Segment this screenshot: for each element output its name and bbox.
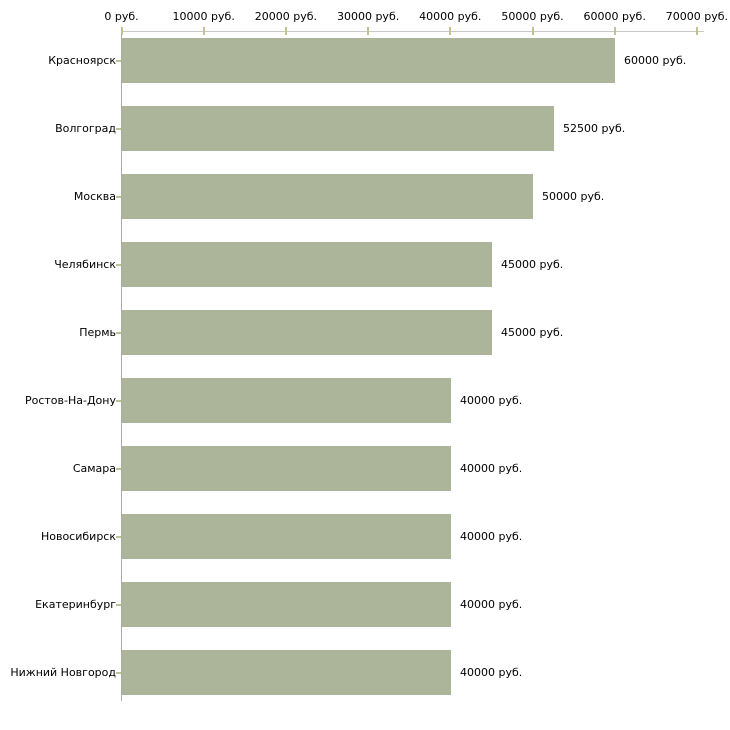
y-axis-line [121, 31, 122, 701]
x-axis-tick-label: 70000 руб. [665, 10, 729, 23]
x-axis-tick-mark [367, 27, 370, 35]
x-axis-tick-label: 30000 руб. [336, 10, 400, 23]
y-axis-tick-mark [116, 671, 121, 674]
category-label: Волгоград [55, 121, 116, 135]
bar-value-label: 40000 руб. [460, 529, 523, 543]
bar [122, 174, 533, 219]
bar [122, 514, 451, 559]
bar [122, 446, 451, 491]
y-axis-tick-mark [116, 535, 121, 538]
bar [122, 106, 554, 151]
bar-value-label: 45000 руб. [501, 257, 564, 271]
x-axis-line [121, 31, 704, 32]
x-axis-tick-mark [202, 27, 205, 35]
y-axis-tick-mark [116, 331, 121, 334]
y-axis-tick-mark [116, 195, 121, 198]
bar [122, 38, 615, 83]
y-axis-tick-mark [116, 399, 121, 402]
x-axis-tick-mark [449, 27, 452, 35]
x-axis-tick-mark [613, 27, 616, 35]
category-label: Красноярск [48, 53, 116, 67]
x-axis-tick-label: 50000 руб. [501, 10, 564, 23]
bar-value-label: 40000 руб. [460, 597, 523, 611]
bar [122, 310, 492, 355]
y-axis-tick-mark [116, 603, 121, 606]
bar-value-label: 52500 руб. [563, 121, 626, 135]
bar-value-label: 40000 руб. [460, 461, 523, 475]
bar [122, 582, 451, 627]
y-axis-tick-mark [116, 467, 121, 470]
x-axis-tick-mark [120, 27, 123, 35]
category-label: Челябинск [54, 257, 116, 271]
bar [122, 242, 492, 287]
bar-value-label: 60000 руб. [624, 53, 687, 67]
bar-value-label: 45000 руб. [501, 325, 564, 339]
x-axis-tick-label: 10000 руб. [172, 10, 235, 23]
x-axis-tick-mark [284, 27, 287, 35]
bar-value-label: 40000 руб. [460, 393, 523, 407]
y-axis-tick-mark [116, 59, 121, 62]
bar [122, 650, 451, 695]
x-axis-tick-label: 0 руб. [104, 10, 139, 23]
bar [122, 378, 451, 423]
bar-value-label: 40000 руб. [460, 665, 523, 679]
x-axis-tick-label: 60000 руб. [583, 10, 646, 23]
x-axis-tick-mark [695, 27, 698, 35]
x-axis-tick-label: 20000 руб. [254, 10, 318, 23]
category-label: Самара [72, 461, 116, 475]
category-label: Москва [73, 189, 116, 203]
y-axis-tick-mark [116, 127, 121, 130]
x-axis-tick-mark [531, 27, 534, 35]
category-label: Екатеринбург [35, 597, 116, 611]
category-label: Нижний Новгород [10, 665, 116, 679]
category-label: Пермь [79, 325, 116, 339]
bar-value-label: 50000 руб. [542, 189, 605, 203]
y-axis-tick-mark [116, 263, 121, 266]
category-label: Ростов-На-Дону [24, 393, 116, 407]
x-axis-tick-label: 40000 руб. [419, 10, 482, 23]
category-label: Новосибирск [40, 529, 116, 543]
